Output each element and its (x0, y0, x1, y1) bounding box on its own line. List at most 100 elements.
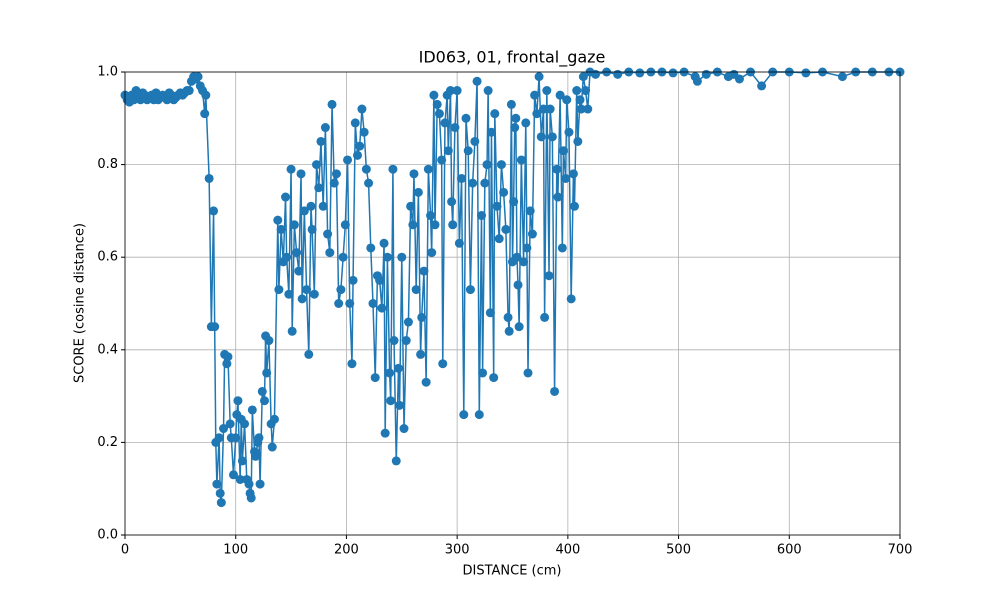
data-point (429, 90, 439, 100)
data-point (296, 169, 306, 179)
data-point (438, 359, 448, 369)
data-point (413, 187, 423, 197)
data-point (325, 248, 335, 258)
data-point (572, 86, 582, 96)
data-point (231, 433, 241, 443)
data-line (124, 70, 900, 503)
data-point (368, 299, 378, 308)
data-point (340, 220, 350, 230)
data-point (403, 317, 413, 327)
data-point (555, 90, 565, 100)
data-point (427, 248, 437, 258)
data-point (757, 81, 767, 91)
data-point (482, 160, 492, 170)
data-point (312, 160, 322, 170)
data-point (348, 275, 358, 285)
data-point (389, 336, 399, 346)
data-point (309, 289, 319, 299)
data-point (496, 160, 506, 170)
data-point (527, 229, 537, 239)
data-point (297, 294, 307, 304)
data-point (501, 224, 511, 234)
data-point (421, 377, 431, 387)
data-point (222, 359, 232, 369)
data-point (212, 479, 222, 489)
data-point (544, 271, 554, 281)
data-point (184, 86, 194, 96)
data-point (530, 90, 540, 100)
data-point (550, 386, 560, 396)
data-point (575, 95, 585, 105)
data-point (237, 456, 247, 466)
data-point (225, 419, 235, 429)
data-point (504, 326, 514, 336)
data-point (364, 178, 374, 188)
data-point (408, 220, 418, 230)
data-point (486, 127, 496, 137)
x-tick-label: 500 (666, 543, 691, 558)
data-point (343, 155, 353, 165)
x-tick-label: 200 (334, 543, 359, 558)
data-point (320, 123, 330, 133)
data-point (668, 68, 678, 78)
data-point (323, 229, 333, 239)
data-point (267, 442, 277, 452)
data-point (801, 68, 811, 78)
data-point (386, 396, 396, 406)
data-point (837, 72, 847, 82)
data-point (411, 285, 421, 295)
data-point (244, 479, 254, 489)
data-point (331, 169, 341, 179)
data-point (302, 285, 312, 295)
data-point (276, 224, 286, 234)
data-point (553, 192, 563, 202)
x-tick-label: 100 (223, 543, 248, 558)
data-point (701, 69, 711, 79)
data-point (254, 433, 264, 443)
data-point (568, 169, 578, 179)
x-tick-label: 0 (121, 543, 129, 558)
data-point (477, 211, 486, 221)
data-point (539, 104, 548, 114)
data-point (561, 173, 571, 183)
data-point (193, 72, 203, 82)
data-point (692, 76, 702, 86)
x-tick-label: 400 (555, 543, 580, 558)
data-point (379, 238, 389, 248)
data-point (350, 118, 360, 128)
data-point (506, 99, 516, 109)
data-point (375, 275, 385, 285)
data-point (521, 118, 531, 128)
y-tick-label: 0.8 (97, 157, 118, 172)
data-point (492, 201, 502, 211)
data-point (465, 285, 475, 295)
data-point (513, 280, 523, 290)
data-point (494, 234, 504, 244)
data-point (284, 289, 294, 299)
data-point (391, 456, 401, 466)
data-point (578, 72, 588, 82)
data-point (472, 76, 482, 86)
data-point (416, 349, 426, 359)
chart-title: ID063, 01, frontal_gaze (419, 48, 606, 68)
data-point (264, 336, 274, 346)
y-tick-label: 0.6 (97, 250, 118, 265)
data-point (246, 493, 256, 503)
data-point (287, 326, 297, 336)
data-point (318, 201, 328, 211)
data-point (200, 109, 210, 119)
data-point (377, 303, 387, 313)
data-point (503, 312, 513, 322)
data-point (262, 368, 272, 378)
data-point (573, 136, 583, 146)
y-axis-label: SCORE (cosine distance) (73, 223, 88, 383)
data-point (347, 359, 357, 369)
data-point (247, 405, 257, 415)
data-point (448, 220, 458, 230)
data-point (474, 410, 484, 420)
data-point (204, 173, 214, 183)
data-point (514, 322, 524, 332)
data-point (366, 243, 376, 253)
data-point (357, 104, 367, 114)
